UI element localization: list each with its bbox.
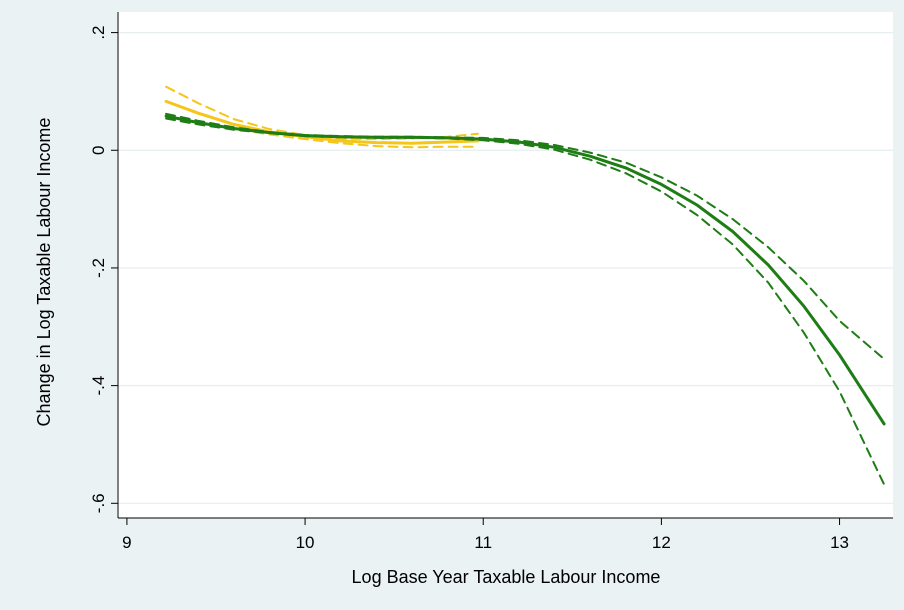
- x-tick-label-1: 10: [296, 533, 315, 552]
- series-line-3: [164, 114, 886, 426]
- x-tick-label-2: 11: [474, 533, 492, 552]
- y-axis-title: Change in Log Taxable Labour Income: [34, 118, 54, 427]
- x-ticks: 9 10 11 12 13: [122, 518, 849, 552]
- series-line-5: [165, 117, 886, 486]
- plot-area: [117, 12, 893, 518]
- y-tick-label-4: -.6: [89, 493, 108, 513]
- series-line-4: [165, 112, 886, 361]
- x-tick-label-3: 12: [652, 533, 671, 552]
- series-lines: [164, 85, 886, 486]
- y-ticks: .2 0 -.2 -.4 -.6: [89, 25, 118, 513]
- x-tick-label-0: 9: [122, 533, 131, 552]
- y-tick-label-0: .2: [89, 25, 108, 39]
- y-tick-label-1: 0: [89, 146, 108, 155]
- x-axis-title: Log Base Year Taxable Labour Income: [352, 567, 661, 587]
- y-tick-label-2: -.2: [89, 258, 108, 278]
- gridlines: [118, 31, 893, 504]
- y-tick-label-3: -.4: [89, 376, 108, 396]
- series-line-0: [164, 99, 480, 145]
- x-tick-label-4: 13: [830, 533, 849, 552]
- axes: [117, 12, 893, 519]
